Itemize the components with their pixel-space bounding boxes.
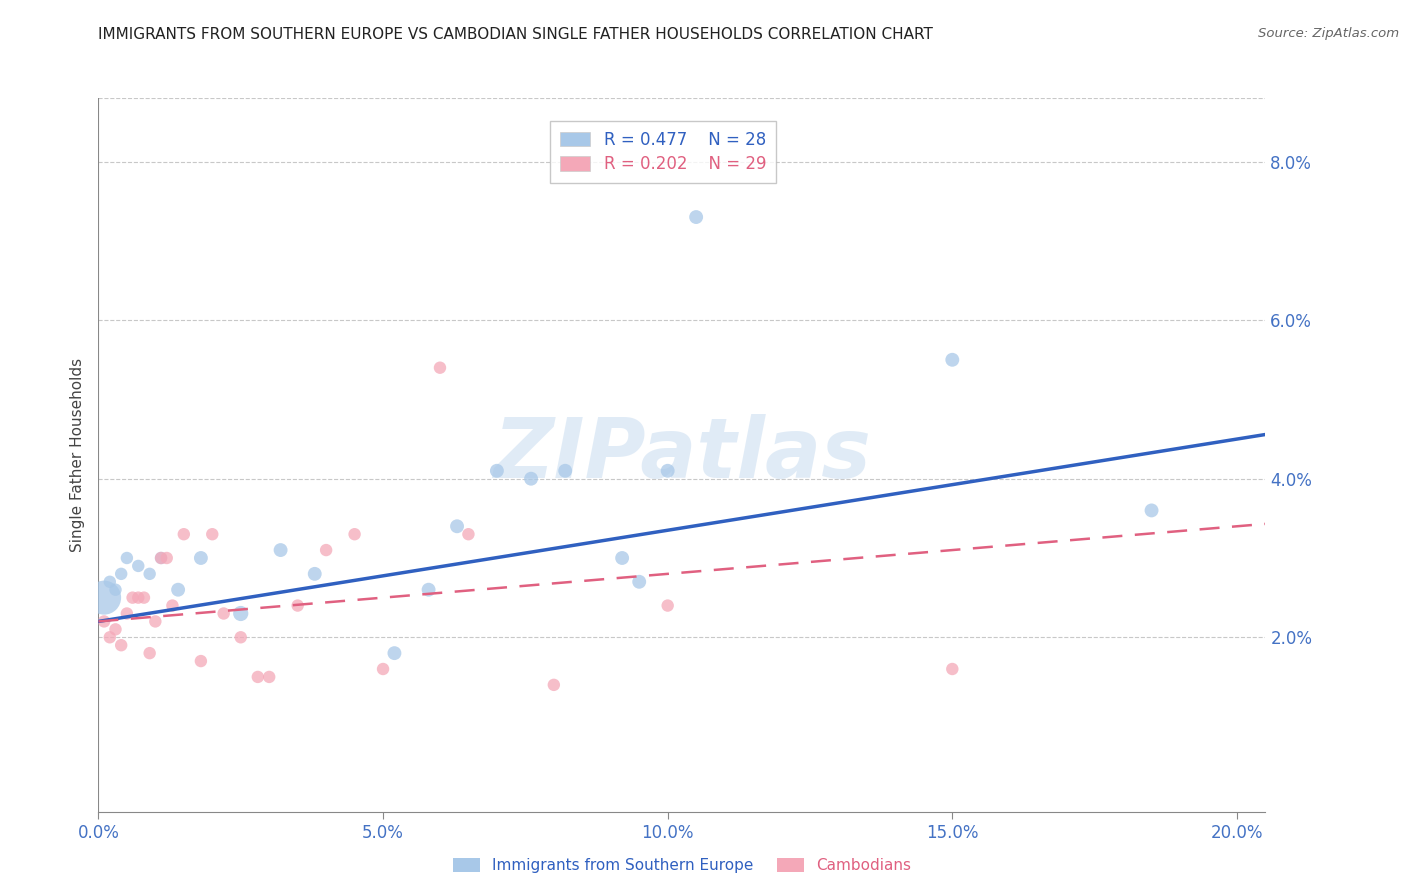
Point [212,607,235,621]
Point [429,360,451,375]
Point [93,615,115,629]
Point [190,654,212,668]
Point [150,551,173,566]
Point [418,582,440,597]
Point [287,599,309,613]
Point [138,566,160,581]
Point [485,464,508,478]
Point [93,591,115,605]
Point [115,551,138,566]
Point [554,464,576,478]
Point [132,591,155,605]
Point [246,670,269,684]
Point [138,646,160,660]
Point [121,591,143,605]
Point [657,599,679,613]
Point [104,623,127,637]
Point [162,599,184,613]
Point [384,646,406,660]
Point [115,607,138,621]
Legend: Immigrants from Southern Europe, Cambodians: Immigrants from Southern Europe, Cambodi… [447,852,917,879]
Point [167,582,190,597]
Point [127,591,149,605]
Point [229,607,252,621]
Point [110,638,132,652]
Text: IMMIGRANTS FROM SOUTHERN EUROPE VS CAMBODIAN SINGLE FATHER HOUSEHOLDS CORRELATIO: IMMIGRANTS FROM SOUTHERN EUROPE VS CAMBO… [98,27,934,42]
Text: ZIPatlas: ZIPatlas [494,415,870,495]
Point [98,630,121,644]
Point [229,630,252,644]
Point [201,527,224,541]
Point [1140,503,1163,517]
Text: Source: ZipAtlas.com: Source: ZipAtlas.com [1258,27,1399,40]
Point [190,551,212,566]
Point [457,527,479,541]
Point [150,551,173,566]
Point [610,551,633,566]
Point [446,519,468,533]
Point [941,352,963,367]
Point [143,615,166,629]
Point [628,574,651,589]
Point [343,527,366,541]
Point [270,543,292,558]
Point [315,543,337,558]
Point [156,551,179,566]
Y-axis label: Single Father Households: Single Father Households [69,358,84,552]
Point [110,566,132,581]
Point [520,472,543,486]
Point [98,574,121,589]
Point [371,662,394,676]
Point [104,582,127,597]
Point [685,210,707,224]
Point [941,662,963,676]
Point [543,678,565,692]
Point [127,558,149,573]
Point [173,527,195,541]
Point [657,464,679,478]
Point [257,670,280,684]
Point [304,566,326,581]
